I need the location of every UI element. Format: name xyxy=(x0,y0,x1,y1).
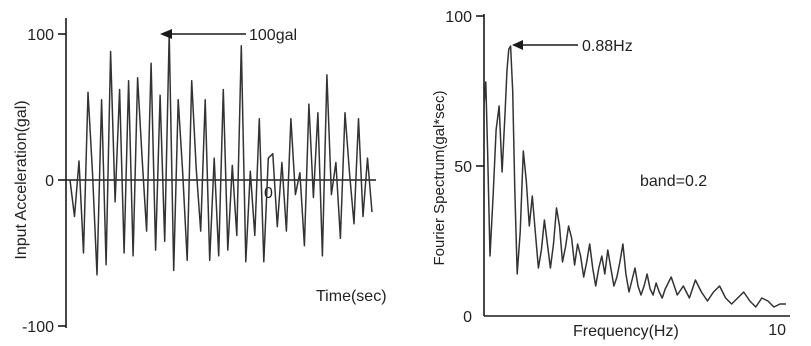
fs-y-tick-label: 100 xyxy=(445,9,472,26)
acc-y-axis-label: Input Acceleration(gal) xyxy=(13,100,30,259)
acc-y-tick-label: 100 xyxy=(27,27,54,44)
acc-annotation-arrowhead xyxy=(160,29,172,39)
spectrum-chart: 100 50 0 10 Fourier Spectrum(gal*sec) Fr… xyxy=(431,9,790,340)
fs-y-axis-label: Fourier Spectrum(gal*sec) xyxy=(431,90,448,265)
fs-series-line xyxy=(483,45,786,308)
fs-x-tick-label: 10 xyxy=(768,322,786,339)
fs-annotation-arrowhead xyxy=(512,40,523,50)
acceleration-chart: 100 0 -100 0 Input Acceleration(gal) Tim… xyxy=(13,18,387,336)
acc-y-tick-label: -100 xyxy=(22,319,54,336)
fs-annotation-peak: 0.88Hz xyxy=(582,38,633,55)
fs-y-tick-label: 50 xyxy=(454,159,472,176)
acc-y-tick-label: 0 xyxy=(45,173,54,190)
fs-x-axis-label: Frequency(Hz) xyxy=(573,323,679,340)
acc-annotation-100gal: 100gal xyxy=(249,27,297,44)
acc-x-tick-label: 0 xyxy=(264,185,273,202)
acc-x-axis-label: Time(sec) xyxy=(316,288,387,305)
fs-y-tick-label: 0 xyxy=(463,309,472,326)
acc-series-line xyxy=(69,33,373,276)
fs-annotation-band: band=0.2 xyxy=(640,173,707,190)
